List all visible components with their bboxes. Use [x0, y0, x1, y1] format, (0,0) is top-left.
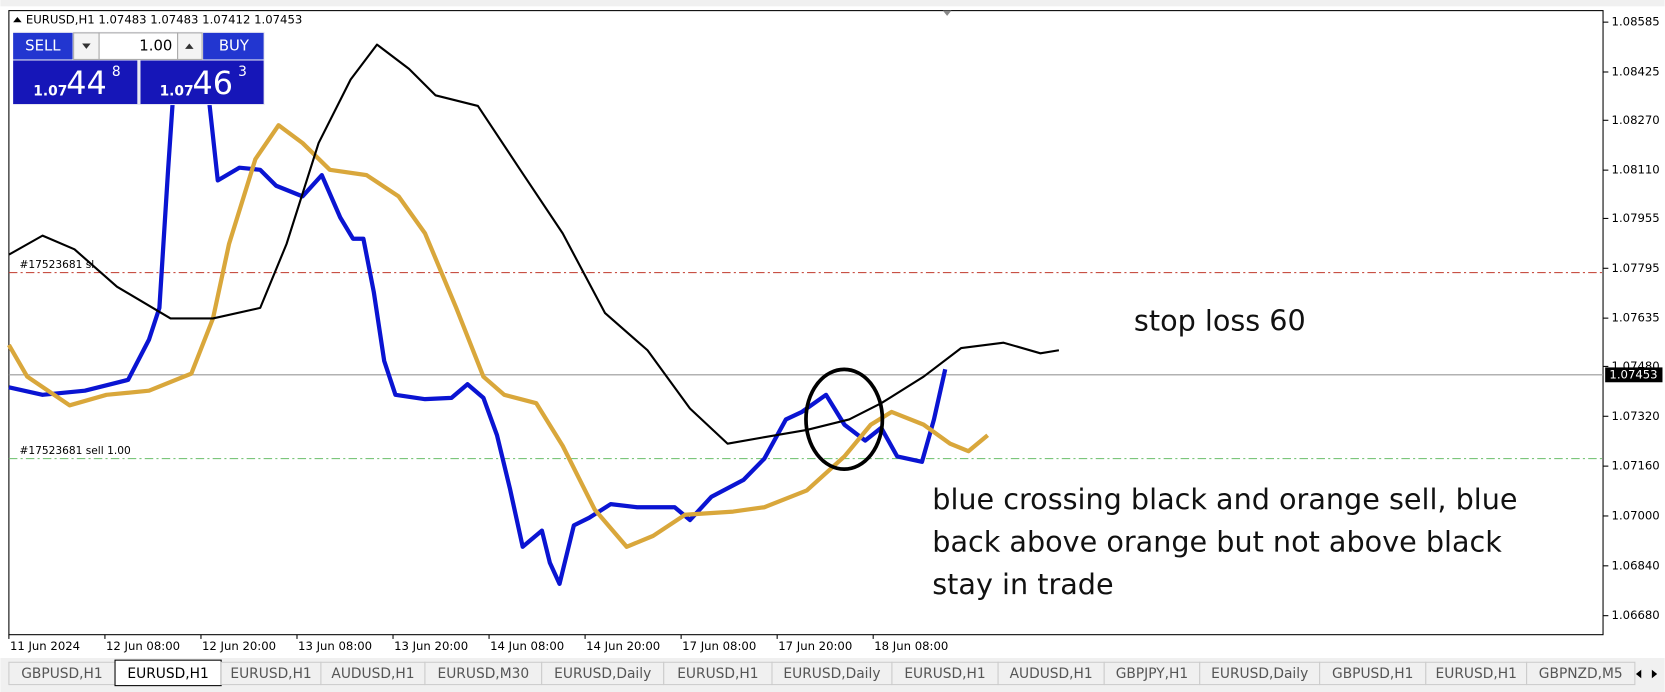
- tab-label: AUDUSD,H1: [1010, 666, 1093, 682]
- ask-box[interactable]: [140, 60, 264, 105]
- annotation: back above orange but not above black: [932, 524, 1502, 558]
- y-tick-label: 1.07955: [1612, 211, 1660, 225]
- bid-pips: 44: [66, 64, 107, 102]
- tab-label: EURUSD,H1: [904, 666, 985, 682]
- tab-label: EURUSD,H1: [127, 666, 208, 682]
- sell-button[interactable]: [13, 32, 73, 60]
- tab-label: GBPJPY,H1: [1116, 666, 1188, 682]
- ask-pips: 46: [193, 64, 234, 102]
- tab-label: AUDUSD,H1: [331, 666, 414, 682]
- ask-big: 1.07: [160, 83, 194, 99]
- y-tick-label: 1.07160: [1612, 459, 1660, 473]
- up-arrow: [185, 43, 194, 49]
- symbol-arrow: [13, 16, 22, 23]
- y-tick-label: 1.06840: [1612, 558, 1660, 572]
- bid-box[interactable]: [13, 60, 138, 105]
- bid-big: 1.07: [33, 83, 67, 99]
- highlight-circle: [804, 367, 885, 471]
- price-tag-label: 1.07453: [1609, 367, 1657, 381]
- annotation: blue crossing black and orange sell, blu…: [932, 482, 1517, 516]
- x-tick-label: 13 Jun 08:00: [298, 639, 372, 653]
- down-arrow: [82, 43, 91, 49]
- tab-label: GBPUSD,H1: [1332, 666, 1413, 682]
- y-tick-label: 1.07000: [1612, 508, 1660, 522]
- y-tick-label: 1.08270: [1612, 113, 1660, 127]
- tab-label: EURUSD,H1: [230, 666, 311, 682]
- indicator-line: [8, 43, 1060, 445]
- x-tick-label: 11 Jun 2024: [10, 639, 80, 653]
- x-tick-label: 14 Jun 08:00: [490, 639, 564, 653]
- tab-label: EURUSD,Daily: [1211, 666, 1308, 682]
- tab-label: EURUSD,Daily: [783, 666, 880, 682]
- tab-label: GBPNZD,M5: [1539, 666, 1623, 682]
- tab-label: EURUSD,H1: [677, 666, 758, 682]
- price-tag: [1605, 367, 1663, 383]
- y-tick-label: 1.07795: [1612, 261, 1660, 275]
- one-click-panel: SELL 1.00 BUY 1.07 44 8 1.07 46 3: [13, 31, 265, 106]
- order-label: #17523681 sell 1.00: [20, 444, 131, 457]
- plot: #17523681 sl #17523681 sell 1.00: [7, 40, 1604, 586]
- indicator-line: [7, 123, 990, 549]
- x-tick-label: 18 Jun 08:00: [874, 639, 948, 653]
- chart-frame: [8, 10, 1604, 636]
- annotation: stop loss 60: [1134, 304, 1306, 338]
- ask-point: 3: [238, 64, 247, 80]
- tab-label: EURUSD,Daily: [554, 666, 651, 682]
- x-tick-label: 12 Jun 08:00: [106, 639, 180, 653]
- order-label: #17523681 sl: [20, 258, 95, 271]
- bid-point: 8: [112, 64, 121, 80]
- x-tick-label: 17 Jun 20:00: [778, 639, 852, 653]
- shift-marker: [942, 10, 952, 16]
- x-tick-label: 17 Jun 08:00: [682, 639, 756, 653]
- tab-label: EURUSD,H1: [1436, 666, 1517, 682]
- y-tick-label: 1.06680: [1612, 608, 1660, 622]
- y-tick-label: 1.07320: [1612, 409, 1660, 423]
- buy-label: BUY: [219, 37, 250, 55]
- x-tick-label: 12 Jun 20:00: [202, 639, 276, 653]
- y-tick-label: 1.08585: [1612, 15, 1660, 29]
- volume-value: 1.00: [139, 37, 172, 55]
- symbol-info: EURUSD,H1 1.07483 1.07483 1.07412 1.0745…: [26, 13, 302, 27]
- y-tick-label: 1.07635: [1612, 311, 1660, 325]
- y-tick-label: 1.08425: [1612, 64, 1660, 78]
- tab[interactable]: [114, 659, 222, 687]
- buy-button[interactable]: [203, 32, 264, 60]
- annotation: stay in trade: [932, 567, 1113, 601]
- x-tick-label: 14 Jun 20:00: [586, 639, 660, 653]
- tab-label: GBPUSD,H1: [21, 666, 102, 682]
- tab-label: EURUSD,M30: [438, 666, 530, 682]
- tab[interactable]: [1526, 661, 1636, 686]
- tabs: GBPUSD,H1 EURUSD,H1 EURUSD,H1 AUDUSD,H1 EURU…: [8, 659, 1636, 687]
- x-tick-label: 13 Jun 20:00: [394, 639, 468, 653]
- y-tick-label: 1.08110: [1612, 163, 1660, 177]
- top-strip: [0, 0, 1665, 7]
- sell-label: SELL: [25, 37, 61, 55]
